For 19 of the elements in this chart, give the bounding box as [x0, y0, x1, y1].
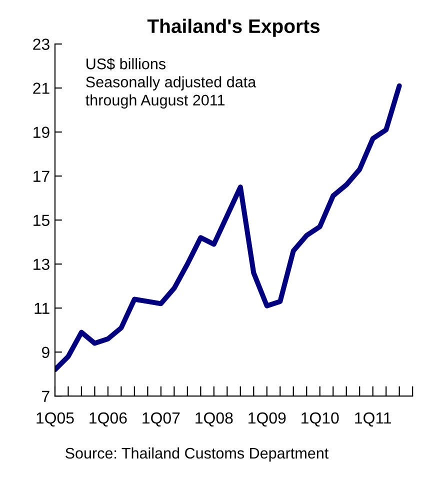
annotation: US$ billions Seasonally adjusted data through August 2011 — [86, 58, 256, 109]
x-tick-label: 1Q06 — [90, 412, 127, 427]
y-tick-label: 9 — [42, 346, 50, 358]
y-tick-label: 11 — [34, 302, 50, 314]
y-tick-label: 13 — [34, 258, 50, 270]
y-tick-label: 23 — [33, 38, 50, 50]
chart-title: Thailand's Exports — [147, 18, 320, 37]
y-tick-label: 17 — [34, 170, 50, 182]
x-tick-label: 1Q07 — [142, 412, 180, 427]
y-tick-label: 21 — [33, 82, 50, 94]
x-tick-label: 1Q05 — [36, 412, 74, 427]
y-tick-label: 15 — [34, 214, 50, 226]
source-note: Source: Thailand Customs Department — [66, 447, 329, 462]
x-tick-label: 1Q08 — [196, 412, 233, 427]
x-tick-label: 1Q09 — [248, 412, 286, 427]
x-tick-label: 1Q10 — [302, 412, 339, 427]
x-tick-label: 1Q11 — [355, 412, 392, 427]
y-tick-label: 7 — [42, 390, 50, 402]
y-tick-label: 19 — [34, 126, 50, 138]
